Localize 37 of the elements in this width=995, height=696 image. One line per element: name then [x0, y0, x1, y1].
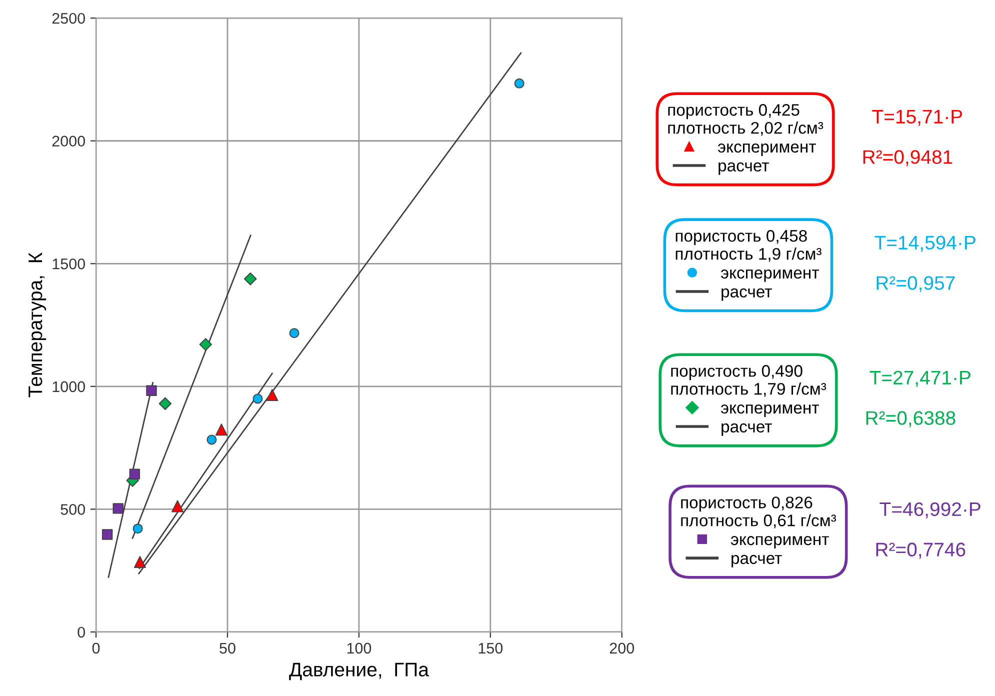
legend-label: расчет: [732, 554, 782, 568]
text: R²=0,957: [876, 276, 955, 292]
x-axis-title: Давление, ГПа: [289, 662, 429, 680]
y-tick-label: 1500: [52, 258, 86, 270]
y-tick-label: 1000: [52, 381, 86, 392]
text: T=15,71·P: [872, 110, 962, 126]
text: пористость 0,425: [668, 104, 800, 120]
y-tick-label: 2000: [52, 136, 86, 147]
x-tick-label: 100: [347, 642, 372, 654]
x-tick-label: 150: [478, 642, 503, 654]
text: R²=0,6388: [866, 411, 956, 428]
text: R²=0,7746: [876, 542, 966, 559]
text: пористость 0,490: [671, 365, 802, 380]
y-tick-label: 0: [78, 626, 86, 638]
text: пористость 0,458: [676, 230, 807, 246]
legend-label: эксперимент: [718, 144, 816, 156]
text: плотность 0,61 г/см³: [681, 514, 836, 528]
text: T=46,992·P: [880, 502, 980, 518]
text: плотность 1,9 г/см³: [676, 248, 822, 262]
text: плотность 1,79 г/см³: [671, 382, 826, 397]
x-tick-label: 50: [220, 642, 236, 654]
legend-label: расчет: [722, 423, 772, 436]
x-tick-label: 0: [92, 642, 100, 654]
legend-label: эксперимент: [730, 536, 829, 548]
text: пористость 0,826: [681, 496, 812, 512]
legend-label: расчет: [722, 288, 772, 301]
text: T=14,594·P: [874, 236, 976, 252]
text: плотность 2,02 г/см³: [668, 122, 824, 136]
y-tick-label: 500: [60, 504, 86, 515]
legend-label: расчет: [718, 162, 769, 175]
y-axis-title: Температура, К: [28, 252, 46, 398]
x-tick-label: 200: [610, 642, 634, 654]
legend-label: эксперимент: [720, 269, 819, 282]
text: R²=0,9481: [863, 150, 952, 166]
y-tick-label: 2500: [52, 12, 86, 24]
legend-label: эксперимент: [720, 404, 819, 417]
text: T=27,471·P: [870, 370, 970, 387]
